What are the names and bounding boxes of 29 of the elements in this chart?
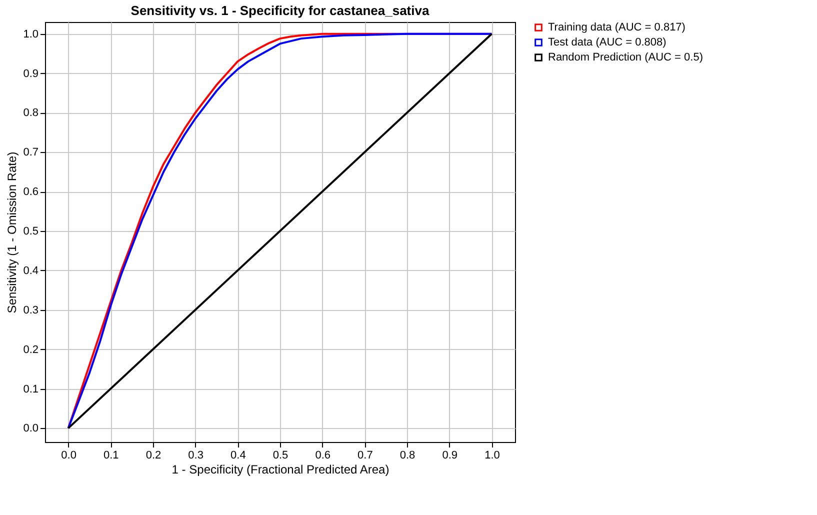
x-tick-label: 0.1 bbox=[103, 450, 119, 462]
x-tick-label: 1.0 bbox=[484, 450, 500, 462]
y-tick-label: 0.8 bbox=[23, 107, 38, 120]
legend-label: Test data (AUC = 0.808) bbox=[548, 36, 666, 48]
legend-label: Random Prediction (AUC = 0.5) bbox=[548, 52, 703, 64]
y-tick-label: 0.1 bbox=[23, 383, 38, 396]
y-axis-title: Sensitivity (1 - Omission Rate) bbox=[5, 152, 20, 314]
y-tick-label: 0.3 bbox=[23, 304, 38, 316]
y-tick-label: 0.7 bbox=[23, 146, 38, 159]
x-tick-label: 0.2 bbox=[146, 450, 162, 462]
y-tick-label: 0.5 bbox=[23, 226, 38, 238]
y-tick-label: 0.4 bbox=[23, 264, 38, 277]
y-tick-label: 1.0 bbox=[23, 28, 38, 40]
x-tick-label: 0.0 bbox=[61, 450, 76, 462]
x-tick-label: 0.9 bbox=[442, 450, 458, 462]
chart-title: Sensitivity vs. 1 - Specificity for castanea_sativa bbox=[130, 3, 430, 18]
y-tick-label: 0.0 bbox=[23, 422, 38, 435]
x-tick-label: 0.6 bbox=[315, 450, 330, 462]
x-tick-label: 0.5 bbox=[272, 450, 288, 462]
x-tick-label: 0.4 bbox=[230, 450, 246, 462]
legend-label: Training data (AUC = 0.817) bbox=[548, 22, 686, 34]
y-tick-label: 0.2 bbox=[23, 344, 38, 356]
x-axis-title: 1 - Specificity (Fractional Predicted Area) bbox=[172, 462, 390, 476]
x-tick-label: 0.7 bbox=[358, 450, 373, 462]
y-tick-label: 0.9 bbox=[23, 68, 38, 80]
y-tick-label: 0.6 bbox=[23, 186, 38, 198]
line-series bbox=[67, 32, 493, 430]
x-tick-label: 0.8 bbox=[400, 450, 416, 462]
x-tick-label: 0.3 bbox=[188, 450, 204, 462]
